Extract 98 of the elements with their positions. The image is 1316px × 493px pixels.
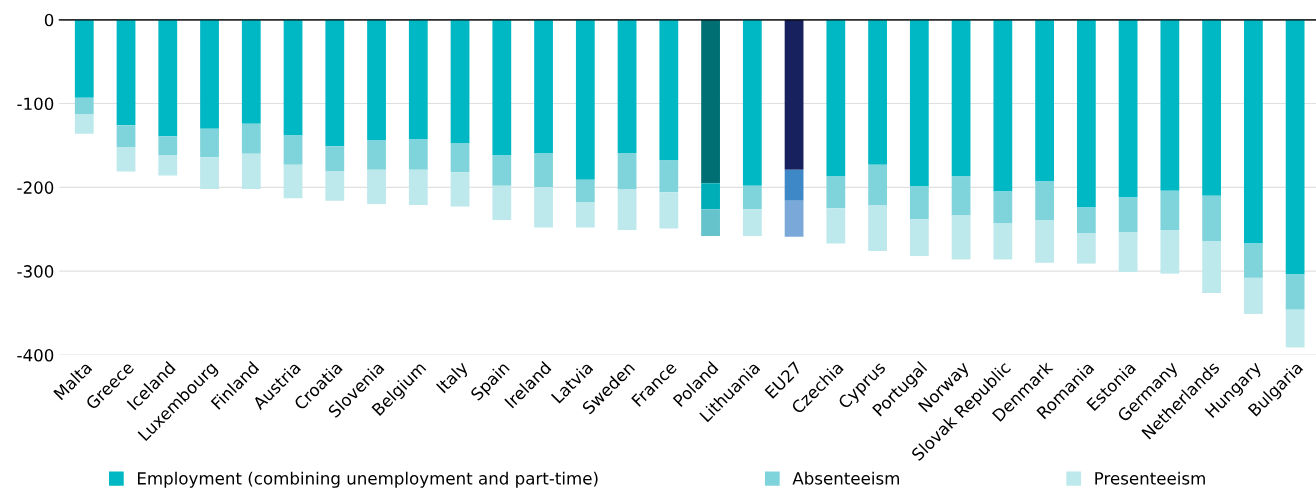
bar xyxy=(492,19,512,156)
bar xyxy=(1035,220,1054,263)
bar xyxy=(575,179,595,203)
bar xyxy=(575,202,595,228)
bar xyxy=(74,19,94,98)
bar xyxy=(742,19,762,186)
bar xyxy=(784,200,804,237)
bar xyxy=(951,19,971,177)
bar xyxy=(993,19,1013,192)
bar xyxy=(74,97,94,115)
y-tick-label: -300 xyxy=(17,265,54,278)
bar xyxy=(408,169,428,205)
bar xyxy=(742,185,762,210)
bar xyxy=(283,19,303,136)
bar xyxy=(116,19,136,126)
bar xyxy=(1285,309,1305,348)
bar xyxy=(951,215,971,260)
bar xyxy=(1118,197,1138,233)
bar xyxy=(241,19,261,124)
y-tick-label: -400 xyxy=(17,348,54,362)
bar xyxy=(534,152,553,188)
bar xyxy=(701,209,720,236)
y-tick-label: 0 xyxy=(44,13,54,27)
bar xyxy=(826,176,846,209)
bar xyxy=(158,155,178,176)
bar xyxy=(1285,274,1305,310)
bar xyxy=(1160,19,1180,191)
bar xyxy=(784,169,804,201)
bar xyxy=(742,209,762,236)
bar xyxy=(659,160,679,193)
bar xyxy=(1160,190,1180,231)
bar xyxy=(617,19,637,153)
bar xyxy=(492,155,512,186)
bar xyxy=(325,146,345,172)
bar xyxy=(325,171,345,201)
bar xyxy=(200,19,219,129)
bar xyxy=(200,157,219,190)
bar xyxy=(1076,233,1096,264)
bar xyxy=(1076,207,1096,234)
legend-label: Employment (combining unemployment and part-time) xyxy=(137,471,598,488)
bar xyxy=(617,189,637,231)
bar xyxy=(241,123,261,154)
bar xyxy=(868,204,887,252)
bar xyxy=(367,169,386,205)
legend-label: Absenteeism xyxy=(792,471,899,485)
bar xyxy=(74,114,94,134)
bar xyxy=(116,125,136,148)
bar xyxy=(993,191,1013,224)
bar xyxy=(492,185,512,221)
bar xyxy=(909,19,929,187)
bar xyxy=(868,19,887,165)
bar xyxy=(325,19,345,147)
bar xyxy=(575,19,595,180)
bar xyxy=(200,128,219,158)
bar xyxy=(1243,243,1263,278)
bar xyxy=(1076,19,1096,208)
bar xyxy=(1202,240,1222,293)
bar xyxy=(158,136,178,156)
bar xyxy=(701,183,720,210)
bar xyxy=(1243,19,1263,244)
bar xyxy=(241,153,261,190)
bar xyxy=(951,176,971,215)
bar xyxy=(116,147,136,172)
bar xyxy=(408,19,428,140)
bar xyxy=(158,19,178,137)
bar xyxy=(534,19,553,153)
bar xyxy=(1243,277,1263,314)
bar xyxy=(659,192,679,229)
bar xyxy=(1285,19,1305,275)
bar xyxy=(784,19,804,170)
bar xyxy=(367,19,386,141)
bar xyxy=(617,152,637,190)
bar xyxy=(367,140,386,170)
y-tick-label: -200 xyxy=(17,181,54,194)
bar xyxy=(826,208,846,244)
bar xyxy=(701,19,720,184)
bar xyxy=(1118,232,1138,272)
bar xyxy=(408,139,428,170)
bar xyxy=(659,19,679,161)
bar xyxy=(1035,181,1054,221)
legend-label: Presenteeism xyxy=(1095,471,1205,485)
bar xyxy=(909,186,929,220)
bar xyxy=(450,172,470,207)
y-tick-label: -100 xyxy=(17,97,54,111)
bar xyxy=(450,19,470,143)
bar xyxy=(1160,230,1180,274)
bar xyxy=(826,19,846,177)
bar xyxy=(1035,19,1054,182)
bar xyxy=(450,142,470,173)
bar xyxy=(283,164,303,199)
bar xyxy=(283,135,303,165)
bar xyxy=(1202,19,1222,196)
bar xyxy=(1118,19,1138,198)
bar xyxy=(534,187,553,228)
bar xyxy=(868,164,887,205)
bar xyxy=(1202,195,1222,241)
bar xyxy=(909,219,929,257)
bar xyxy=(993,223,1013,260)
